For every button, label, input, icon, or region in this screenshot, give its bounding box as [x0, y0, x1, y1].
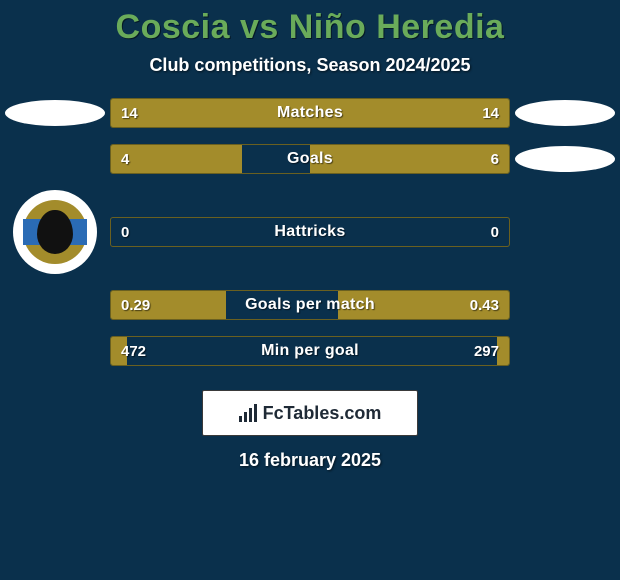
right-empty-slot [510, 290, 620, 320]
right-value: 297 [474, 337, 499, 365]
right-value: 0 [491, 218, 499, 246]
stat-label: Hattricks [111, 218, 509, 246]
right-value: 6 [491, 145, 499, 173]
right-flag-slot [510, 98, 620, 128]
bar-chart-icon [239, 404, 257, 422]
comparison-card: Coscia vs Niño Heredia Club competitions… [0, 0, 620, 471]
right-empty-slot [510, 217, 620, 247]
stat-label: Min per goal [111, 337, 509, 365]
stat-label: Matches [111, 99, 509, 127]
stat-bar: 4 Goals 6 [110, 144, 510, 174]
right-badge-slot [510, 144, 620, 174]
source-logo: FcTables.com [202, 390, 418, 436]
stat-bar: 472 Min per goal 297 [110, 336, 510, 366]
right-empty-slot [510, 336, 620, 366]
right-flag-placeholder [515, 100, 615, 126]
stat-row: 0 Hattricks 0 [0, 190, 620, 274]
left-flag-placeholder [5, 100, 105, 126]
stat-label: Goals per match [111, 291, 509, 319]
stat-bar: 0 Hattricks 0 [110, 217, 510, 247]
left-empty-slot [0, 290, 110, 320]
stat-row: 0.29 Goals per match 0.43 [0, 290, 620, 320]
stat-bar: 14 Matches 14 [110, 98, 510, 128]
stat-row: 14 Matches 14 [0, 98, 620, 128]
right-value: 14 [482, 99, 499, 127]
stat-row: 4 Goals 6 [0, 144, 620, 174]
page-title: Coscia vs Niño Heredia [116, 8, 505, 47]
right-value: 0.43 [470, 291, 499, 319]
crest-silhouette [37, 210, 73, 254]
left-badge-slot [0, 144, 110, 174]
generated-date: 16 february 2025 [239, 450, 381, 471]
left-empty-slot [0, 336, 110, 366]
left-crest-slot [0, 190, 110, 274]
right-badge-placeholder [515, 146, 615, 172]
crest-inner [23, 200, 87, 264]
club-crest-icon [13, 190, 97, 274]
stat-bar: 0.29 Goals per match 0.43 [110, 290, 510, 320]
left-flag-slot [0, 98, 110, 128]
stat-row: 472 Min per goal 297 [0, 336, 620, 366]
stat-label: Goals [111, 145, 509, 173]
subtitle: Club competitions, Season 2024/2025 [149, 55, 470, 76]
source-logo-text: FcTables.com [263, 403, 382, 424]
